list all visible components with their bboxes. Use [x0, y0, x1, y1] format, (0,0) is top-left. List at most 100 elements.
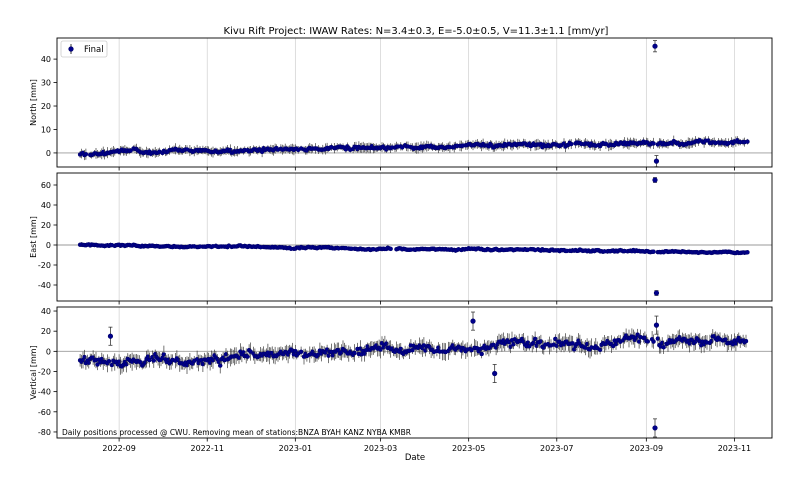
- data-point: [384, 341, 389, 346]
- outlier-point: [470, 318, 476, 324]
- outlier-point: [652, 43, 658, 49]
- data-point: [245, 354, 250, 359]
- data-point: [584, 341, 590, 347]
- data-point: [95, 362, 100, 367]
- y-tick-label: -60: [38, 408, 51, 417]
- outlier-point: [653, 290, 660, 296]
- x-tick-label: 2023-11: [718, 444, 751, 453]
- y-tick-label: -40: [38, 281, 51, 290]
- data-point: [423, 348, 428, 353]
- y-tick-label: 0: [46, 347, 51, 356]
- axes-frame: [56, 37, 773, 168]
- data-point: [207, 360, 213, 365]
- data-point: [469, 347, 474, 353]
- outlier-point: [492, 370, 498, 377]
- data-point: [109, 362, 115, 368]
- data-point: [324, 347, 330, 352]
- y-axis-label: Vertical [mm]: [29, 345, 38, 399]
- data-point: [531, 340, 536, 345]
- data-point: [635, 332, 640, 337]
- x-tick-label: 2022-09: [102, 444, 135, 453]
- x-tick-label: 2023-07: [540, 444, 573, 453]
- data-point: [687, 341, 692, 346]
- data-point: [508, 344, 513, 349]
- series-points: [77, 177, 750, 296]
- data-point: [217, 363, 223, 368]
- y-tick-label: -20: [38, 367, 51, 376]
- data-point: [645, 339, 651, 344]
- data-point: [745, 139, 750, 144]
- y-tick-label: 40: [41, 307, 51, 316]
- data-point: [554, 343, 560, 349]
- data-point: [651, 339, 656, 344]
- data-point: [511, 341, 516, 347]
- data-point: [86, 360, 92, 365]
- panels: 0 10 20 30 40 North [mm] -40 -20 0 20 40 60 East [mm…: [29, 37, 773, 453]
- data-point: [116, 359, 122, 364]
- data-point: [352, 350, 357, 356]
- outlier-point: [107, 333, 114, 339]
- panel-2: -40 -20 0 20 40 60 East [mm]: [29, 172, 773, 305]
- data-point: [147, 357, 152, 363]
- data-point: [568, 141, 574, 147]
- panel-1: 0 10 20 30 40 North [mm]: [29, 37, 773, 171]
- y-tick-label: 40: [41, 55, 51, 64]
- data-point: [479, 351, 484, 357]
- y-axis-label: East [mm]: [29, 216, 38, 258]
- data-point: [200, 361, 206, 367]
- y-tick-label: 20: [41, 102, 51, 111]
- data-point: [410, 347, 415, 353]
- data-point: [161, 352, 167, 357]
- x-tick-label: 2023-01: [279, 444, 312, 453]
- series-points: [77, 40, 750, 168]
- outlier-point: [653, 322, 660, 328]
- data-point: [358, 346, 363, 351]
- chart-title: Kivu Rift Project: IWAW Rates: N=3.4±0.3…: [224, 26, 609, 37]
- y-tick-label: 10: [41, 125, 51, 134]
- data-point: [655, 336, 661, 341]
- data-point: [532, 336, 538, 342]
- outlier-point: [652, 177, 658, 183]
- x-tick-label: 2022-11: [191, 444, 224, 453]
- data-point: [298, 349, 304, 355]
- data-point: [736, 335, 742, 341]
- data-point: [236, 355, 242, 360]
- data-point: [293, 348, 298, 354]
- data-point: [661, 345, 666, 350]
- footnote-annotation: Daily positions processed @ CWU. Removin…: [62, 428, 411, 437]
- data-point: [651, 249, 656, 254]
- data-point: [527, 344, 532, 349]
- series-points: [77, 311, 749, 438]
- panel-3: -80 -60 -40 -20 0 20 40 Vertical [mm] 2022-09 202…: [29, 306, 773, 453]
- data-point: [659, 340, 665, 346]
- data-point: [124, 362, 129, 367]
- data-point: [151, 358, 157, 363]
- data-point: [82, 354, 87, 360]
- y-tick-label: 0: [46, 241, 51, 250]
- data-point: [241, 350, 246, 355]
- outlier-point: [653, 158, 660, 164]
- data-point: [223, 351, 229, 357]
- y-tick-label: 20: [41, 221, 51, 230]
- data-point: [490, 342, 496, 348]
- legend: Final: [60, 40, 108, 58]
- data-point: [723, 337, 729, 342]
- data-point: [388, 246, 393, 252]
- data-point: [636, 339, 642, 344]
- y-tick-label: 30: [41, 79, 51, 88]
- data-point: [651, 141, 656, 146]
- data-point: [538, 339, 544, 344]
- x-axis-label: Date: [405, 453, 425, 463]
- x-tick-label: 2023-09: [630, 444, 663, 453]
- x-tick-label: 2023-03: [364, 444, 397, 453]
- y-axis-label: North [mm]: [29, 79, 38, 126]
- data-point: [326, 353, 331, 358]
- data-point: [378, 347, 383, 352]
- data-point: [106, 358, 112, 364]
- data-point: [553, 336, 558, 342]
- data-point: [436, 345, 441, 350]
- y-tick-label: 40: [41, 201, 51, 210]
- data-point: [398, 346, 404, 352]
- data-point: [83, 151, 89, 157]
- axes-frame: [56, 172, 773, 302]
